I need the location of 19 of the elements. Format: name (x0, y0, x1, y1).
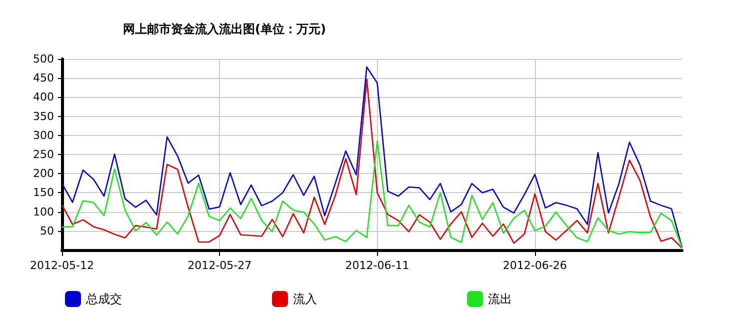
line-series (61, 140, 683, 248)
y-tick-label: 200 (33, 167, 54, 180)
legend-label: 流出 (488, 292, 512, 306)
legend-label: 流入 (293, 292, 317, 306)
y-tick-label: 250 (33, 148, 54, 161)
y-tick-label: 350 (33, 110, 54, 123)
y-tick-label: 100 (33, 205, 54, 218)
x-tick-label: 2012-05-12 (30, 259, 94, 272)
x-tick-label: 2012-06-26 (502, 259, 567, 272)
y-tick-label: 500 (33, 52, 54, 66)
x-tick-label: 2012-06-11 (345, 259, 410, 272)
y-tick-label: 400 (33, 90, 54, 104)
chart-title: 网上邮市资金流入流出图(单位：万元) (123, 22, 326, 36)
x-tick-label: 2012-05-27 (188, 259, 252, 272)
y-tick-label: 150 (33, 186, 54, 200)
y-tick-label: 50 (40, 224, 54, 238)
legend-label: 总成交 (85, 292, 122, 306)
y-tick-label: 300 (33, 128, 54, 142)
y-tick-label: 450 (33, 72, 54, 85)
